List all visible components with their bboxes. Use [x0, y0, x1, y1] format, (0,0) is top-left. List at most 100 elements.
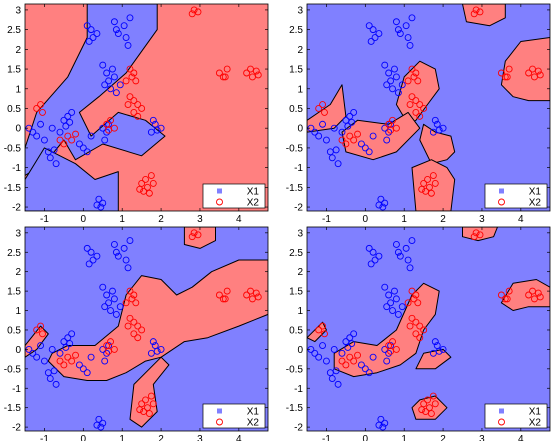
x2-point [190, 6, 198, 14]
x2-point [105, 126, 113, 134]
x2-point [427, 410, 435, 417]
x2-point [248, 73, 256, 81]
x2-point [56, 136, 64, 144]
x1-point [89, 256, 97, 264]
y-tick-label: 2.5 [7, 248, 21, 259]
x1-point [369, 353, 377, 361]
x1-point [62, 344, 70, 351]
x2-point [134, 112, 142, 120]
x2-point [190, 229, 198, 237]
x1-region [25, 147, 119, 211]
x1-point [315, 353, 323, 361]
legend-marker-x1 [217, 408, 222, 414]
x1-point [385, 69, 393, 77]
x2-point [414, 77, 422, 85]
x2-point [60, 140, 68, 148]
x1-point [381, 283, 389, 291]
y-tick-label: 3 [15, 5, 21, 16]
y-tick-label: 1 [297, 306, 303, 317]
x2-point [64, 353, 72, 361]
x2-point [64, 132, 72, 140]
x1-point [361, 365, 369, 373]
plot-frame [306, 3, 551, 212]
x2-point [149, 400, 157, 408]
y-tick-label: 3 [15, 228, 21, 239]
x2-point [138, 179, 146, 187]
x-tick-label: 3 [479, 214, 485, 225]
x1-point [95, 195, 103, 203]
x-tick-label: 0 [81, 434, 87, 441]
x1-point [64, 112, 72, 120]
x1-point [112, 26, 120, 34]
x2-point [505, 65, 513, 73]
y-tick-label: -1.5 [286, 403, 304, 414]
x2-point [385, 120, 393, 128]
x2-point [107, 338, 114, 346]
x2-point [431, 179, 439, 187]
legend-box [484, 403, 548, 429]
x2-point [429, 172, 437, 179]
x2-point [56, 357, 64, 365]
data-points [307, 6, 544, 211]
x2-point [60, 361, 68, 369]
x2-point [130, 318, 138, 326]
y-tick-label: 2 [15, 45, 21, 56]
x1-point [394, 248, 402, 256]
x1-point [101, 136, 109, 144]
x2-point [39, 108, 46, 116]
x1-point [439, 124, 447, 132]
x1-point [338, 128, 346, 136]
x1-point [365, 369, 373, 377]
legend-box [484, 183, 548, 209]
legend-marker-x1 [499, 408, 504, 414]
y-tick-label: 2 [297, 45, 303, 56]
y-tick-label: 0.5 [289, 104, 303, 115]
x2-point [254, 71, 262, 79]
x2-point [68, 136, 76, 144]
x1-point [385, 128, 393, 136]
x1-point [392, 241, 400, 248]
x2-point [429, 392, 437, 400]
legend-marker-x2 [498, 418, 505, 426]
x1-point [371, 34, 379, 41]
x1-point [348, 340, 356, 348]
x2-point [321, 330, 328, 338]
x1-point [404, 34, 412, 41]
x1-point [375, 201, 383, 209]
y-tick-label: 1.5 [7, 65, 21, 76]
y-tick-label: -0.5 [286, 143, 304, 154]
x2-point [221, 295, 229, 303]
x1-point [387, 77, 395, 85]
x1-point [330, 124, 338, 132]
x2-point [124, 101, 132, 108]
x2-point [132, 299, 140, 307]
x1-point [85, 38, 93, 45]
x2-point [387, 347, 395, 355]
x2-point [408, 314, 416, 322]
x1-point [398, 81, 406, 89]
data-points [25, 6, 262, 211]
x1-point [116, 81, 124, 89]
x1-point [109, 65, 116, 73]
x1-point [311, 349, 319, 357]
x2-point [534, 67, 542, 75]
x2-point [410, 295, 418, 303]
x-tick-label: -1 [322, 434, 331, 441]
y-tick-label: 1.5 [289, 287, 303, 298]
x2-point [350, 357, 358, 365]
x2-point [130, 69, 138, 77]
x1-point [83, 148, 91, 156]
legend-box [202, 183, 266, 209]
y-tick-label: 0 [297, 124, 303, 135]
x1-point [40, 136, 48, 144]
x1-point [383, 81, 391, 89]
x1-point [66, 118, 74, 126]
x1-point [328, 375, 336, 382]
x1-point [322, 136, 330, 144]
x2-point [410, 73, 418, 81]
y-tick-label: 0 [297, 345, 303, 356]
x1-point [97, 423, 105, 431]
x2-point [389, 116, 396, 124]
x2-point [142, 176, 149, 183]
